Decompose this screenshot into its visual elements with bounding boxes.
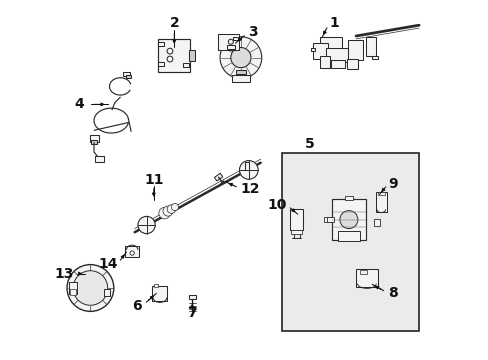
Bar	[359, 270, 366, 274]
Bar	[331, 199, 365, 240]
Circle shape	[230, 48, 250, 68]
Bar	[319, 37, 342, 50]
Bar	[290, 230, 302, 234]
Text: 5: 5	[304, 137, 313, 151]
Bar	[183, 63, 189, 67]
Bar	[123, 72, 129, 76]
Bar	[158, 39, 190, 72]
Text: 6: 6	[132, 299, 142, 313]
Bar	[158, 62, 163, 66]
Circle shape	[73, 271, 107, 305]
Bar	[355, 269, 377, 287]
Bar	[330, 60, 344, 68]
Text: 12: 12	[241, 182, 260, 196]
Bar	[233, 37, 237, 40]
Bar	[91, 140, 97, 144]
Circle shape	[138, 216, 155, 234]
Bar	[320, 56, 329, 68]
Bar	[373, 219, 380, 226]
Bar	[125, 246, 139, 257]
Text: 9: 9	[387, 177, 397, 190]
Bar	[226, 45, 234, 49]
Bar	[152, 286, 167, 301]
Bar	[347, 40, 362, 60]
Text: 14: 14	[98, 257, 118, 270]
Circle shape	[220, 37, 261, 78]
Text: 1: 1	[328, 17, 338, 30]
Bar	[337, 231, 359, 241]
Circle shape	[163, 206, 173, 216]
Circle shape	[67, 265, 114, 311]
Bar	[371, 56, 377, 59]
Text: 8: 8	[387, 287, 397, 300]
Bar	[158, 42, 164, 46]
Bar	[366, 37, 375, 56]
Bar	[154, 284, 158, 287]
Circle shape	[339, 211, 357, 229]
Text: 2: 2	[169, 17, 179, 30]
Text: 7: 7	[187, 306, 197, 320]
Circle shape	[239, 161, 258, 179]
Bar	[346, 59, 358, 69]
Bar	[244, 162, 248, 170]
Bar	[375, 192, 386, 211]
Text: 13: 13	[54, 267, 73, 280]
Bar	[232, 75, 249, 82]
Bar	[89, 135, 98, 142]
Bar	[69, 289, 76, 295]
Bar	[323, 217, 330, 222]
Bar	[189, 50, 195, 61]
Bar	[189, 295, 195, 299]
Bar	[377, 192, 384, 195]
Bar	[344, 196, 352, 200]
Bar	[325, 48, 349, 62]
Bar	[326, 217, 333, 222]
Text: 10: 10	[267, 198, 286, 212]
Circle shape	[171, 203, 178, 211]
Text: 4: 4	[74, 98, 84, 111]
Bar	[218, 33, 238, 50]
Bar	[290, 209, 303, 230]
Bar	[126, 75, 130, 78]
Circle shape	[159, 207, 170, 219]
Text: 3: 3	[247, 26, 257, 39]
Bar	[103, 289, 110, 296]
Bar	[282, 153, 418, 331]
Bar	[312, 43, 327, 59]
Bar	[235, 70, 245, 74]
Text: 11: 11	[144, 173, 163, 187]
Circle shape	[167, 205, 176, 213]
Bar	[95, 156, 104, 162]
Bar	[69, 282, 77, 294]
Bar	[310, 48, 314, 51]
Bar	[214, 173, 223, 181]
